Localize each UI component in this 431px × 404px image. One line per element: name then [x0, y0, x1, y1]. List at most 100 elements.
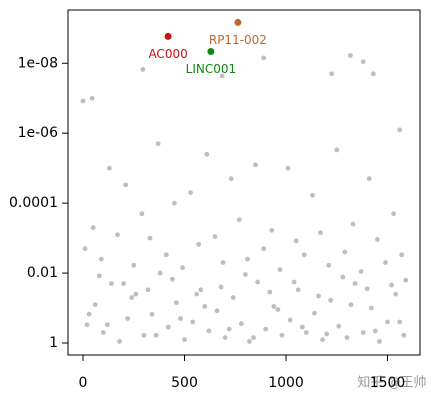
point	[377, 339, 382, 344]
point	[348, 302, 354, 308]
point	[80, 98, 86, 104]
point	[188, 190, 194, 196]
highlight-point	[164, 32, 172, 40]
point	[383, 260, 388, 265]
point	[372, 328, 378, 334]
point	[303, 330, 309, 335]
point	[336, 323, 342, 329]
point	[251, 335, 256, 341]
point	[115, 232, 120, 238]
point	[194, 291, 200, 297]
point	[320, 337, 325, 343]
point	[96, 273, 102, 279]
point	[328, 297, 334, 303]
point	[214, 308, 220, 314]
point	[230, 295, 236, 300]
highlight-point	[234, 18, 242, 26]
point	[358, 269, 364, 274]
point	[318, 230, 323, 236]
point	[389, 282, 394, 288]
point	[174, 300, 179, 306]
point	[133, 291, 139, 297]
point	[364, 286, 370, 292]
point	[324, 331, 330, 337]
y-tick-label: 1e-06	[18, 125, 58, 141]
point	[279, 332, 285, 338]
point	[391, 211, 397, 217]
point	[293, 238, 299, 244]
point	[316, 293, 321, 299]
point	[397, 127, 403, 133]
point	[403, 277, 409, 283]
point	[222, 335, 228, 341]
point	[226, 326, 232, 332]
x-tick-label: 1000	[268, 375, 304, 391]
point	[171, 200, 177, 206]
x-tick-label: 500	[171, 375, 198, 391]
y-tick-label: 1	[49, 335, 58, 351]
point	[198, 287, 204, 293]
point	[155, 141, 161, 147]
highlight-label: AC000	[148, 47, 187, 61]
y-tick-label: 1e-08	[18, 55, 58, 71]
point	[329, 71, 335, 77]
point	[131, 262, 137, 268]
point	[104, 322, 110, 328]
point	[165, 324, 171, 330]
point	[393, 291, 399, 297]
highlight-point	[207, 47, 215, 55]
plot-frame	[67, 9, 421, 356]
point	[90, 225, 96, 230]
point	[129, 295, 135, 300]
point	[89, 95, 95, 101]
point	[261, 55, 267, 61]
point	[285, 165, 291, 171]
point	[301, 252, 307, 258]
point	[157, 270, 163, 276]
point	[374, 237, 380, 242]
highlight-label: LINC001	[186, 62, 236, 76]
point	[401, 332, 407, 338]
point	[299, 324, 305, 330]
point	[253, 162, 258, 168]
point	[220, 260, 226, 265]
point	[312, 310, 317, 316]
point	[295, 287, 301, 293]
point	[218, 284, 224, 290]
point	[271, 304, 277, 309]
point	[153, 332, 159, 338]
point	[107, 165, 112, 171]
point	[291, 279, 297, 285]
point	[202, 304, 208, 309]
x-tick-label: 0	[79, 375, 88, 391]
point	[141, 332, 147, 338]
point	[219, 73, 225, 79]
point	[269, 227, 275, 233]
point	[147, 235, 153, 241]
point	[310, 192, 315, 198]
point	[342, 249, 348, 255]
point	[366, 176, 372, 182]
point	[370, 71, 376, 77]
point	[334, 147, 340, 153]
point	[397, 319, 403, 325]
point	[178, 316, 183, 321]
point	[109, 281, 114, 287]
point	[86, 311, 92, 317]
point	[344, 335, 350, 341]
point	[82, 246, 88, 252]
y-tick-label: 0.0001	[9, 195, 58, 211]
point	[277, 267, 283, 273]
point	[100, 330, 106, 335]
point	[92, 302, 98, 308]
point	[206, 328, 212, 334]
point	[238, 321, 244, 327]
point	[243, 272, 248, 277]
point	[125, 316, 131, 321]
point	[169, 276, 175, 282]
point	[204, 151, 210, 157]
point	[180, 265, 185, 271]
point	[385, 319, 390, 325]
y-tick-label: 0.01	[27, 265, 58, 281]
